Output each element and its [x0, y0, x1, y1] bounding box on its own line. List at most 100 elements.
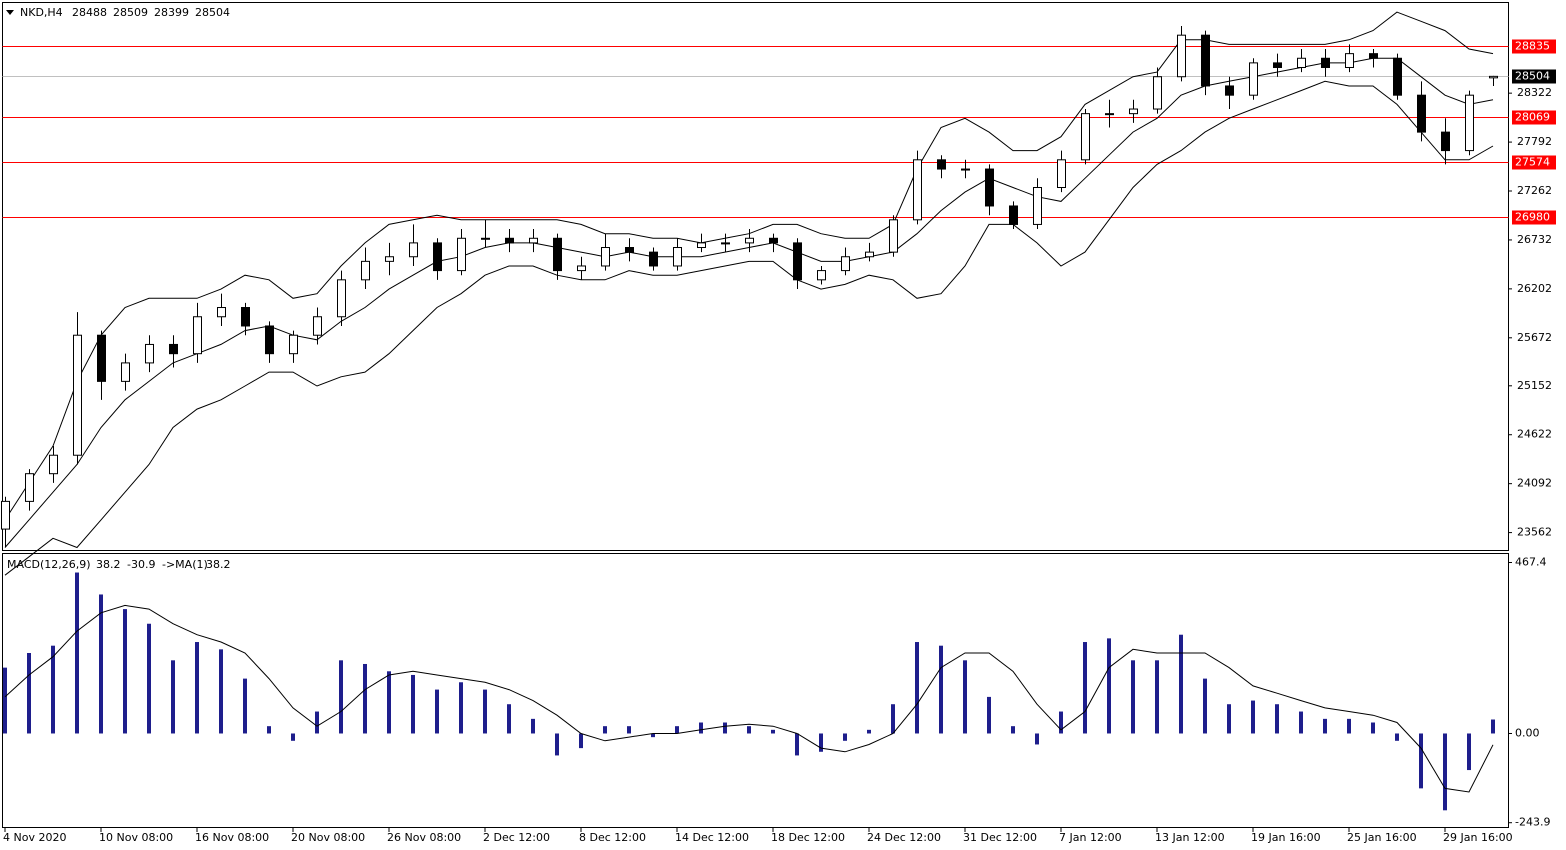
level-label: 26980 — [1515, 211, 1550, 224]
candle-body — [1441, 131, 1450, 152]
candle-body — [1321, 57, 1330, 68]
candle-body — [985, 168, 994, 207]
macd-bar — [1443, 733, 1447, 811]
candle-body — [1057, 159, 1066, 189]
candle-body — [49, 454, 58, 475]
candle-body — [577, 265, 586, 272]
price-panel — [2, 2, 1509, 551]
candle-body — [385, 256, 394, 262]
macd-bar — [1227, 704, 1231, 734]
macd-bar — [147, 623, 151, 734]
candle-body — [313, 316, 322, 336]
y-tick-label: 25152 — [1517, 379, 1552, 392]
y-tick-label: 467.4 — [1515, 555, 1547, 568]
y-tick-label: 24622 — [1517, 428, 1552, 441]
macd-bar — [507, 704, 511, 734]
y-tick-label: 28322 — [1517, 86, 1552, 99]
candle-body — [625, 247, 634, 253]
macd-bar — [195, 642, 199, 734]
macd-bar — [867, 729, 871, 734]
candle-body — [817, 270, 826, 281]
candle-body — [169, 343, 178, 355]
candle-body — [1417, 94, 1426, 133]
candle-body — [121, 362, 130, 382]
x-tick-label: 19 Jan 16:00 — [1251, 831, 1321, 844]
candle-body — [481, 237, 490, 240]
ohlc-close: 28504 — [195, 6, 230, 19]
x-tick-label: 29 Jan 16:00 — [1443, 831, 1513, 844]
macd-ma-value: 38.2 — [206, 558, 231, 571]
price-label: 28504 — [1515, 70, 1550, 83]
macd-bar — [435, 689, 439, 734]
macd-bar — [27, 653, 31, 734]
macd-bar — [699, 722, 703, 734]
macd-bar — [1083, 642, 1087, 734]
candle-body — [937, 159, 946, 170]
x-tick-label: 25 Jan 16:00 — [1347, 831, 1417, 844]
candle-body — [1105, 113, 1114, 116]
macd-bar — [291, 733, 295, 741]
bollinger-band — [4, 80, 1494, 576]
macd-bar — [963, 660, 967, 734]
macd-bar — [627, 726, 631, 734]
macd-bar — [1371, 722, 1375, 734]
candle-body — [1489, 75, 1498, 79]
x-tick-label: 31 Dec 12:00 — [963, 831, 1037, 844]
x-tick-label: 4 Nov 2020 — [3, 831, 66, 844]
macd-bar — [483, 689, 487, 734]
x-tick-label: 7 Jan 12:00 — [1059, 831, 1122, 844]
macd-bar — [1179, 634, 1183, 734]
candle-body — [145, 343, 154, 364]
macd-bar — [51, 645, 55, 734]
candle-body — [337, 279, 346, 318]
macd-bar — [579, 733, 583, 749]
macd-bar — [219, 649, 223, 734]
macd-bar — [1491, 719, 1495, 734]
candle-body — [217, 307, 226, 318]
candle-body — [25, 473, 34, 502]
candle-body — [1345, 53, 1354, 68]
macd-bar — [1155, 660, 1159, 734]
level-label: 27574 — [1515, 156, 1550, 169]
candle-body — [745, 237, 754, 244]
macd-bar — [891, 704, 895, 734]
macd-bar — [675, 726, 679, 734]
x-tick-label: 10 Nov 08:00 — [99, 831, 173, 844]
candle-body — [1081, 113, 1090, 161]
candle-body — [433, 242, 442, 272]
macd-bar — [411, 674, 415, 734]
candle-body — [457, 237, 466, 272]
macd-bar — [387, 671, 391, 734]
candle-body — [1009, 205, 1018, 225]
macd-bar — [1347, 718, 1351, 734]
candle-body — [1249, 62, 1258, 96]
price-label-box — [1512, 69, 1556, 84]
x-tick-label: 26 Nov 08:00 — [387, 831, 461, 844]
macd-bar — [651, 733, 655, 738]
macd-bar — [531, 718, 535, 734]
level-label: 28069 — [1515, 111, 1550, 124]
macd-bar — [1251, 700, 1255, 734]
macd-bar — [315, 711, 319, 734]
y-tick-label: 27262 — [1517, 184, 1552, 197]
candle-body — [553, 237, 562, 272]
macd-bar — [1299, 711, 1303, 734]
candle-body — [1201, 34, 1210, 87]
x-tick-label: 2 Dec 12:00 — [483, 831, 550, 844]
macd-signal-value: -30.9 — [127, 558, 155, 571]
y-tick-label: 23562 — [1517, 526, 1552, 539]
macd-panel — [2, 553, 1509, 828]
menu-arrow[interactable] — [6, 10, 14, 15]
macd-bar — [915, 642, 919, 734]
macd-bar — [1323, 718, 1327, 734]
candle-body — [361, 260, 370, 281]
macd-bar — [1419, 733, 1423, 789]
level-label-box — [1512, 39, 1556, 54]
ohlc-open: 28488 — [72, 6, 107, 19]
candle-body — [793, 242, 802, 281]
candle-body — [289, 334, 298, 355]
macd-bar — [1059, 711, 1063, 734]
candle-body — [1369, 53, 1378, 59]
